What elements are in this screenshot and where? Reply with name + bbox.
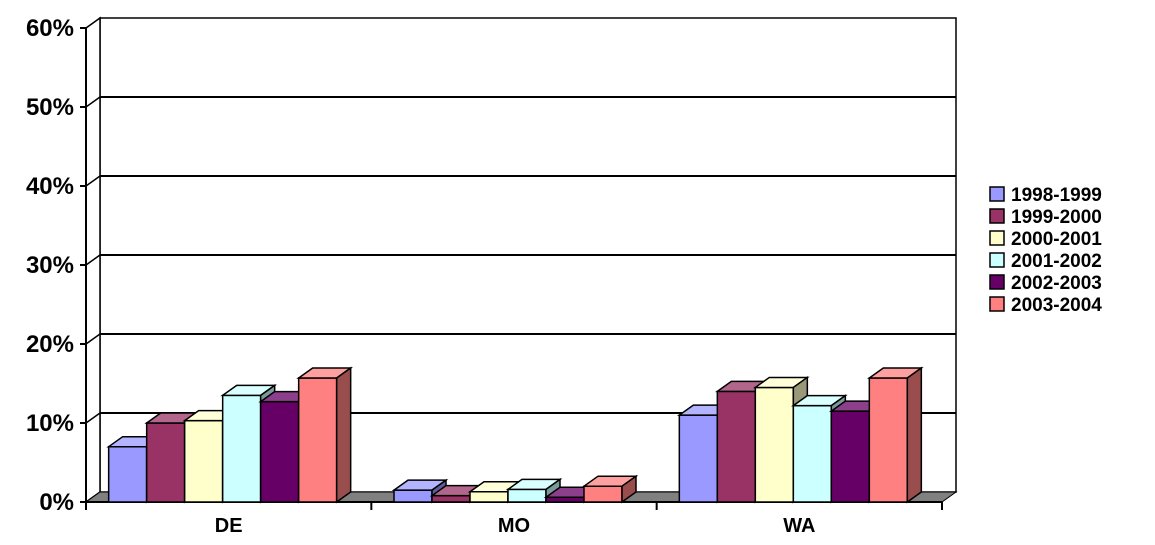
legend-swatch bbox=[989, 252, 1005, 268]
y-tick-label: 20% bbox=[26, 331, 74, 358]
bar-front bbox=[469, 490, 509, 503]
legend: 1998-19991999-20002000-20012001-20022002… bbox=[989, 185, 1102, 316]
bar-front bbox=[259, 400, 300, 503]
y-tick-label: 60% bbox=[26, 15, 74, 42]
bar-side bbox=[335, 366, 352, 504]
legend-label: 1998-1999 bbox=[1011, 185, 1102, 206]
x-category-label: DE bbox=[215, 515, 243, 537]
legend-item: 2001-2002 bbox=[989, 251, 1102, 272]
x-axis: DE MO WA bbox=[85, 501, 943, 537]
bar-front bbox=[431, 494, 471, 503]
bar-MO-2003-2004 bbox=[581, 474, 639, 504]
bar-side bbox=[906, 366, 923, 504]
y-tick-label: 0% bbox=[39, 489, 74, 516]
y-tick-label: 50% bbox=[26, 94, 74, 121]
x-category-label: MO bbox=[498, 515, 530, 537]
legend-item: 2003-2004 bbox=[989, 295, 1102, 316]
bar-front bbox=[754, 386, 795, 503]
gridline-side bbox=[85, 175, 101, 187]
bar-front bbox=[221, 394, 262, 503]
legend-swatch bbox=[989, 230, 1005, 246]
bar-front bbox=[183, 419, 224, 503]
bar-front bbox=[107, 445, 148, 503]
y-tick-label: 30% bbox=[26, 252, 74, 279]
legend-swatch bbox=[989, 274, 1005, 290]
legend-item: 1999-2000 bbox=[989, 207, 1102, 228]
gridline-side bbox=[85, 333, 101, 345]
bar-front bbox=[393, 489, 433, 503]
bar-front bbox=[678, 414, 719, 503]
legend-swatch bbox=[989, 208, 1005, 224]
gridline-side bbox=[85, 412, 101, 424]
bar-front bbox=[716, 390, 757, 503]
bar-DE-2003-2004 bbox=[296, 366, 354, 504]
bar-front bbox=[507, 488, 547, 503]
legend-item: 2002-2003 bbox=[989, 273, 1102, 294]
bar-WA-2003-2004 bbox=[866, 366, 924, 504]
y-tick-label: 10% bbox=[26, 410, 74, 437]
gridline-side bbox=[85, 254, 101, 266]
legend-label: 2002-2003 bbox=[1011, 273, 1102, 294]
bar-front bbox=[297, 377, 338, 503]
legend-item: 1998-1999 bbox=[989, 185, 1102, 206]
x-category-label: WA bbox=[783, 515, 815, 537]
legend-label: 2003-2004 bbox=[1011, 295, 1102, 316]
bar-front bbox=[868, 377, 909, 503]
gridline-side bbox=[85, 96, 101, 108]
legend-item: 2000-2001 bbox=[989, 229, 1102, 250]
legend-swatch bbox=[989, 186, 1005, 202]
y-axis: 0% 10% 20% 30% 40% 50% 60% bbox=[26, 15, 87, 516]
bars bbox=[106, 366, 924, 504]
bar-front bbox=[583, 485, 623, 503]
bar-side bbox=[621, 474, 637, 504]
y-tick-label: 40% bbox=[26, 173, 74, 200]
legend-label: 2001-2002 bbox=[1011, 251, 1102, 272]
legend-swatch bbox=[989, 296, 1005, 312]
bar-front bbox=[145, 422, 186, 503]
bar-front bbox=[792, 404, 833, 503]
legend-label: 1999-2000 bbox=[1011, 207, 1102, 228]
legend-label: 2000-2001 bbox=[1011, 229, 1102, 250]
bar-front bbox=[830, 410, 871, 503]
